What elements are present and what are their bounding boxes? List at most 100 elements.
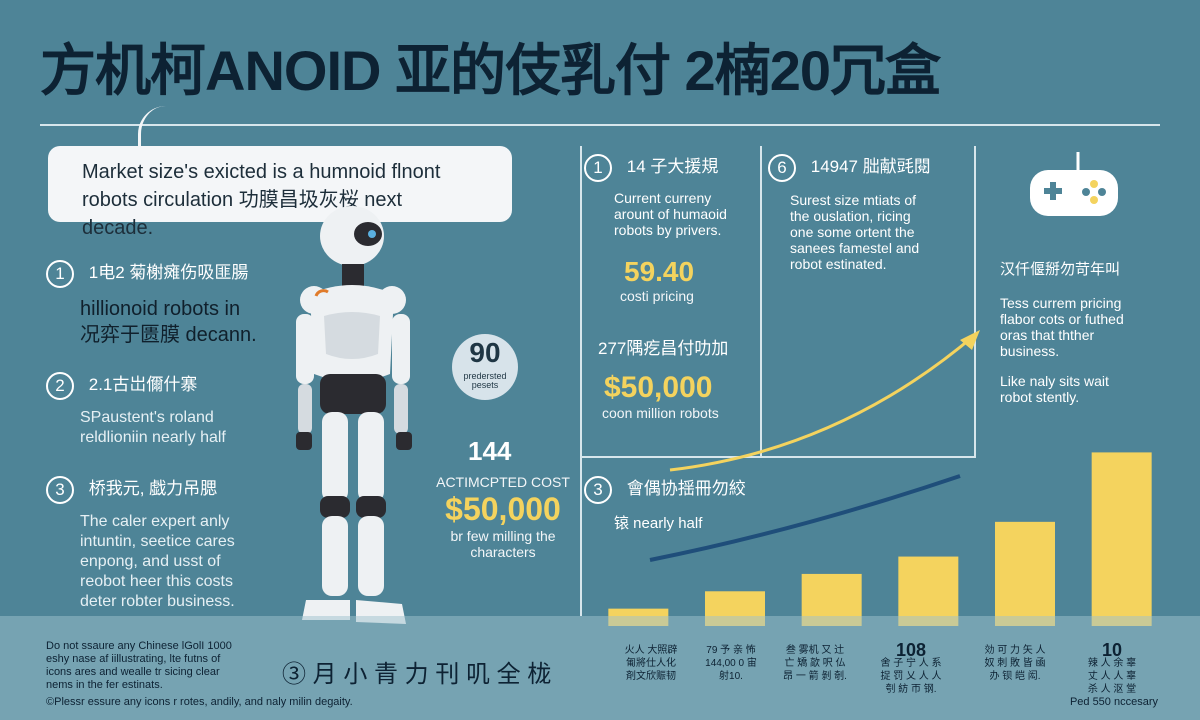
column-2-title: 14947 朏献毭閱 bbox=[810, 157, 931, 176]
category-line: 効 可 力 矢 人 bbox=[984, 645, 1046, 656]
left-item-3-title: 桥我元, 戯力吊腮 bbox=[88, 479, 218, 498]
column-3-text: Tess currem pricing flabor cots or futhe… bbox=[1000, 295, 1170, 359]
column-3-text-6: robot stently. bbox=[1000, 389, 1080, 405]
column-1-head-2: 277隅疙昌付叻加 bbox=[598, 338, 729, 358]
category-line: 剤文欣赈韧 bbox=[626, 671, 676, 682]
chart-section-title: 會偶协揺冊勿絞 bbox=[626, 479, 746, 498]
callout-line-1: Market size's exicted is a humnoid flnon… bbox=[82, 161, 441, 183]
category-label-3: 叁 雾机 又 辻 亡 矯 歊 呎 仏 昂 一 箭 剝 剞. bbox=[770, 644, 860, 683]
category-number: 108 bbox=[895, 640, 927, 660]
left-item-2-title: 2.1古岀儞什寨 bbox=[88, 375, 198, 394]
bottom-note-4: nems in the fer estinats. bbox=[46, 679, 163, 691]
column-divider-3 bbox=[974, 146, 976, 456]
cost-note-2: characters bbox=[470, 544, 536, 560]
number-badge: 1 bbox=[46, 259, 74, 288]
column-3-text-1: Tess currem pricing bbox=[1000, 295, 1122, 311]
left-item-2-text-1: SPaustent's roland bbox=[80, 408, 214, 426]
circle-number: 90 bbox=[469, 337, 501, 368]
left-item-2-head: 2 2.1古岀儞什寨 bbox=[46, 370, 306, 400]
trend-line bbox=[649, 474, 961, 562]
cost-label: ACTIMCPTED COST bbox=[436, 474, 570, 490]
category-line: 丈 人 人 辜 bbox=[1087, 671, 1137, 682]
category-line: 刳 紡 帀 钢. bbox=[885, 684, 937, 695]
chart-section-head: 3 會偶协揺冊勿絞 bbox=[584, 474, 804, 504]
column-3-text-2: flabor cots or futhed bbox=[1000, 311, 1124, 327]
number-badge: 1 bbox=[584, 153, 612, 182]
category-line: 射10. bbox=[719, 671, 743, 682]
left-item-3-text-4: reobot heer this costs bbox=[80, 572, 233, 590]
arrow-head-icon bbox=[960, 330, 980, 350]
category-line: 捉 罚 乂 人 人 bbox=[880, 671, 942, 682]
growth-bar-chart bbox=[608, 330, 1152, 626]
column-1-text: Current curreny arount of humaoid robots… bbox=[614, 190, 756, 238]
bottom-note-2: eshy nase af iillustrating, lte futns of bbox=[46, 653, 221, 665]
left-item-1-head: 1 1电2 菊榭瘫伤吸匪腸 bbox=[46, 258, 306, 288]
bar-5 bbox=[995, 521, 1055, 626]
column-2-text-2: the ouslation, ricing bbox=[790, 207, 911, 224]
center-cost-block: ACTIMCPTED COST $50,000 br few milling t… bbox=[428, 474, 578, 560]
left-item-3-text-3: enpong, and usst of bbox=[80, 552, 221, 570]
column-1-text-1: Current curreny bbox=[614, 189, 712, 206]
bottom-note: Do not ssaure any Chinese lGolI 1000 esh… bbox=[46, 640, 276, 692]
category-line: 亡 矯 歊 呎 仏 bbox=[784, 658, 846, 669]
footer-right-note: Ped 550 nccesary bbox=[1069, 696, 1158, 708]
column-2-text-3: one some ortent the bbox=[790, 223, 915, 240]
column-1-text-3: robots by privers. bbox=[614, 221, 722, 238]
category-label-6: 10 辣 人 余 辜 丈 人 人 辜 杀 人 沤 堂 bbox=[1062, 640, 1162, 696]
left-item-1: 1 1电2 菊榭瘫伤吸匪腸 hillionoid robots in 况弈于匮膜… bbox=[46, 258, 306, 348]
callout-hook bbox=[138, 106, 166, 150]
left-item-3-text-2: intuntin, seetice cares bbox=[80, 532, 235, 550]
category-label-1: 火人 大照辟 匍將仕人化 剤文欣赈韧 bbox=[606, 644, 696, 683]
chart-section-item: 3 會偶协揺冊勿絞 锿 nearly half bbox=[584, 474, 804, 533]
left-item-2: 2 2.1古岀儞什寨 SPaustent's roland reldlionii… bbox=[46, 370, 306, 448]
column-1-value: 59.40 bbox=[624, 255, 695, 287]
category-line: 办 钡 皑 闳. bbox=[989, 671, 1041, 682]
left-item-3-head: 3 桥我元, 戯力吊腮 bbox=[46, 474, 306, 504]
left-item-3-text-1: The caler expert anly bbox=[80, 512, 230, 530]
left-item-1-text-1: hillionoid robots in bbox=[80, 297, 241, 320]
circle-text-2: pesets bbox=[471, 380, 499, 390]
left-item-1-title: 1电2 菊榭瘫伤吸匪腸 bbox=[88, 263, 249, 282]
column-3-head: 汉仟偃掰勿苛年叫 bbox=[1000, 261, 1121, 278]
callout-line-2: robots circulation 功膜昌圾灰桜 next decade. bbox=[82, 189, 403, 239]
column-3: 汉仟偃掰勿苛年叫 Tess currem pricing flabor cots… bbox=[1000, 258, 1170, 405]
column-2-text: Surest size mtiats of the ouslation, ric… bbox=[790, 192, 968, 272]
column-3-text-5: Like naly sits wait bbox=[1000, 373, 1109, 389]
category-line: 奴 刺 敗 皆 凾 bbox=[984, 658, 1046, 669]
center-number: 144 bbox=[468, 436, 512, 466]
category-number: 10 bbox=[1101, 640, 1123, 660]
bottom-subtitle: ③ 月 小 青 力 刊 叽 全 栊 bbox=[282, 661, 552, 688]
bar-6 bbox=[1091, 452, 1152, 626]
callout-bubble: Market size's exicted is a humnoid flnon… bbox=[48, 146, 512, 239]
column-1-value-2: $50,000 bbox=[604, 370, 713, 404]
column-3-text-3: oras that thther bbox=[1000, 327, 1095, 343]
column-3-text-b: Like naly sits wait robot stently. bbox=[1000, 373, 1170, 405]
title-divider bbox=[40, 124, 1160, 126]
left-item-2-text-2: reldlioniin nearly half bbox=[80, 428, 226, 446]
column-1-value-2-label: coon million robots bbox=[602, 404, 719, 421]
category-line: 杀 人 沤 堂 bbox=[1087, 684, 1137, 695]
column-2-head: 6 14947 朏献毭閱 bbox=[768, 152, 968, 182]
bottom-band bbox=[0, 616, 1200, 720]
page-title: 方机柯ANOID 亚的伎乳付 2楠20冗盒 bbox=[40, 39, 941, 102]
category-line: 144,00 0 宙 bbox=[705, 658, 757, 669]
column-1-title: 14 子大援規 bbox=[626, 157, 719, 176]
bottom-note-1: Do not ssaure any Chinese lGolI 1000 bbox=[46, 640, 232, 652]
category-line: 匍將仕人化 bbox=[626, 658, 676, 669]
category-label-4: 108 舍 子 宁 人 系 捉 罚 乂 人 人 刳 紡 帀 钢. bbox=[856, 640, 966, 696]
circle-text-1: predersted bbox=[463, 371, 507, 381]
number-badge: 3 bbox=[584, 475, 612, 504]
column-3-text-4: business. bbox=[1000, 343, 1060, 359]
category-line: 辣 人 余 辜 bbox=[1087, 658, 1137, 669]
column-1: 1 14 子大援規 Current curreny arount of huma… bbox=[584, 152, 756, 421]
column-2-text-5: robot estinated. bbox=[790, 255, 887, 272]
number-badge: 6 bbox=[768, 153, 796, 182]
column-1-value-label: costi pricing bbox=[620, 287, 694, 304]
left-item-1-text-2: 况弈于匮膜 decann. bbox=[80, 323, 257, 346]
column-divider-1 bbox=[580, 146, 582, 616]
growth-arrow bbox=[669, 332, 977, 472]
category-label-5: 効 可 力 矢 人 奴 刺 敗 皆 凾 办 钡 皑 闳. bbox=[970, 644, 1060, 683]
bottom-note-3: icons ares and wealle tr sicing clear bbox=[46, 666, 220, 678]
left-item-3: 3 桥我元, 戯力吊腮 The caler expert anly intunt… bbox=[46, 474, 306, 612]
chart-section-body: 锿 nearly half bbox=[614, 514, 703, 532]
